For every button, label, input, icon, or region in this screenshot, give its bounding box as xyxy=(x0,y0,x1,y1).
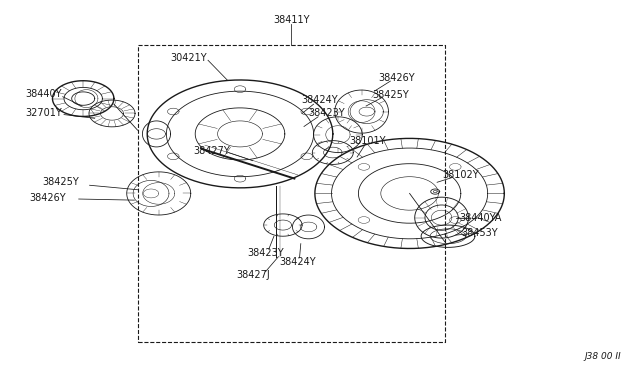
Text: 38101Y: 38101Y xyxy=(349,137,387,146)
Text: 38423Y: 38423Y xyxy=(308,109,345,118)
Text: 38424Y: 38424Y xyxy=(279,257,316,267)
Text: 38425Y: 38425Y xyxy=(42,177,79,187)
Text: 38423Y: 38423Y xyxy=(247,248,284,258)
Text: 38426Y: 38426Y xyxy=(29,193,67,203)
Text: 38102Y: 38102Y xyxy=(442,170,479,180)
Text: 38427J: 38427J xyxy=(236,270,269,279)
Text: 38440Y: 38440Y xyxy=(25,89,62,99)
Text: 38411Y: 38411Y xyxy=(273,16,310,25)
Text: 38426Y: 38426Y xyxy=(378,73,415,83)
Text: 38425Y: 38425Y xyxy=(372,90,409,100)
Bar xyxy=(138,45,445,342)
Text: 38440YA: 38440YA xyxy=(459,213,501,222)
Text: 30421Y: 30421Y xyxy=(170,53,207,62)
Text: 38453Y: 38453Y xyxy=(461,228,499,237)
Text: 38427Y: 38427Y xyxy=(193,146,230,155)
Text: 38424Y: 38424Y xyxy=(301,96,339,105)
Text: J38 00 II: J38 00 II xyxy=(584,352,621,361)
Text: 32701Y: 32701Y xyxy=(25,109,62,118)
